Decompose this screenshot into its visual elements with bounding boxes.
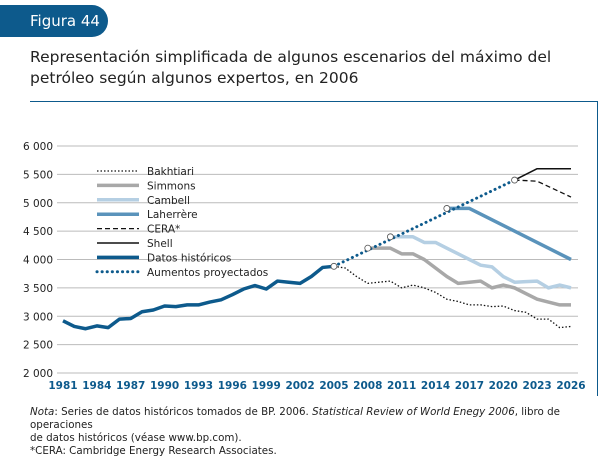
y-tick-label: 3 500: [23, 283, 53, 295]
series-line-cera-: [514, 179, 572, 198]
x-tick-label: 2023: [523, 380, 552, 392]
y-tick-label: 4 500: [23, 226, 53, 238]
series-line-cambell: [390, 235, 572, 290]
legend-label: Simmons: [147, 180, 196, 192]
series-line-shell: [514, 167, 571, 181]
footnote: Nota: Series de datos históricos tomados…: [30, 406, 590, 458]
x-tick-label: 2026: [556, 380, 585, 392]
note-label: Nota: [30, 406, 55, 418]
y-tick-label: 6 000: [23, 141, 53, 153]
x-tick-label: 2020: [489, 380, 518, 392]
x-tick-label: 2005: [319, 380, 348, 392]
x-tick-label: 1981: [48, 380, 77, 392]
x-tick-label: 2011: [387, 380, 416, 392]
series-line-simmons: [367, 246, 571, 307]
series-line-laherr-re: [446, 206, 572, 262]
x-tick-label: 1987: [116, 380, 145, 392]
x-tick-label: 2014: [421, 380, 450, 392]
chart-frame: [30, 101, 598, 396]
scenario-marker: [511, 176, 518, 184]
line-chart: 2 000 2 500 3 000 3 500 4 000 4 500 5 000 5 500…: [23, 141, 586, 392]
figure-label: Figura 44: [0, 5, 108, 37]
legend-label: Cambell: [147, 195, 190, 207]
note-text: : Series de datos históricos tomados de …: [54, 406, 313, 418]
y-tick-label: 3 000: [23, 311, 53, 323]
x-tick-label: 2002: [285, 380, 314, 392]
x-tick-label: 2017: [455, 380, 484, 392]
y-tick-label: 2 500: [23, 340, 53, 352]
legend-label: Laherrère: [147, 209, 198, 221]
note-line2: de datos históricos (véase www.bp.com).: [30, 432, 242, 444]
series-line-bakhtiari: [333, 265, 572, 329]
chart-title: Representación simplificada de algunos e…: [30, 48, 552, 87]
x-tick-label: 2008: [353, 380, 382, 392]
x-tick-label: 1990: [150, 380, 179, 392]
x-tick-label: 1984: [82, 380, 111, 392]
scenario-marker: [330, 262, 338, 270]
legend-label: Datos históricos: [147, 252, 231, 264]
x-tick-label: 1999: [252, 380, 281, 392]
scenario-marker: [364, 244, 372, 252]
y-tick-label: 4 000: [23, 255, 53, 267]
y-tick-label: 5 000: [23, 198, 53, 210]
y-tick-label: 5 500: [23, 169, 53, 181]
scenario-marker: [386, 233, 394, 241]
legend-label: Bakhtiari: [147, 166, 194, 178]
x-tick-label: 1993: [184, 380, 213, 392]
legend-label: Shell: [147, 238, 173, 250]
y-tick-label: 2 000: [23, 368, 53, 380]
legend-label: Aumentos proyectados: [147, 267, 268, 279]
legend-label: CERA*: [147, 224, 180, 236]
series-line-datos-hist-ricos: [62, 264, 335, 331]
x-tick-label: 1996: [218, 380, 247, 392]
note-source: Statistical Review of World Enegy 2006: [312, 406, 515, 418]
note-text-end: , libro de operaciones: [30, 406, 561, 431]
series-line-aumentos-proyectados: [332, 178, 517, 268]
scenario-marker: [443, 205, 451, 212]
